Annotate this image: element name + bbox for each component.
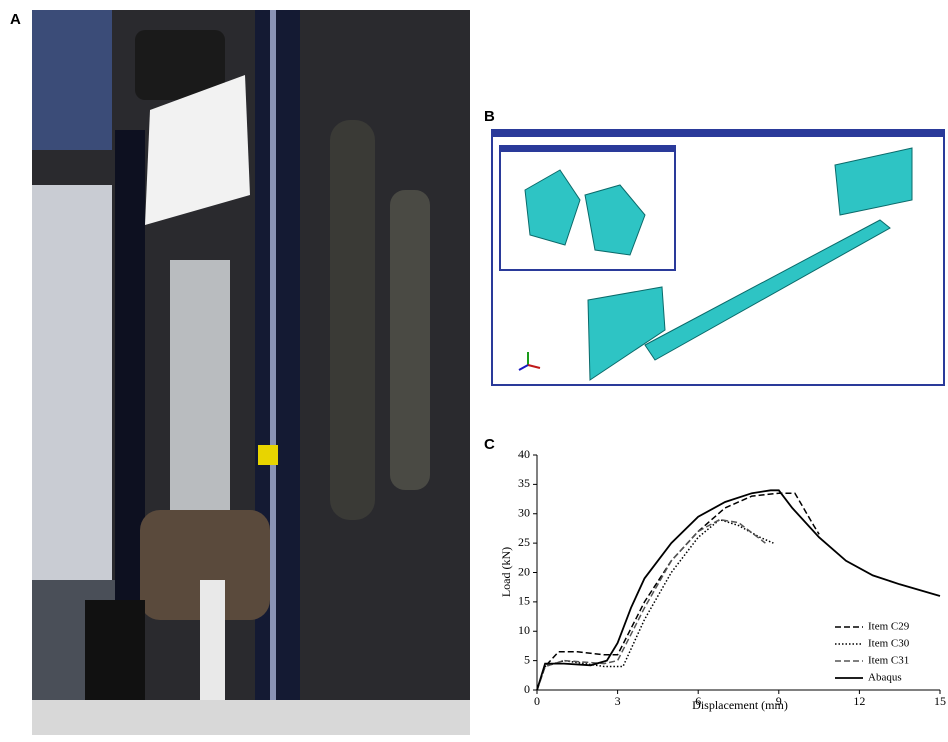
y-tick-label: 35 (518, 476, 530, 490)
chart: Displacement (mm) Load (kN) 051015202530… (499, 447, 946, 712)
legend-label: Item C30 (868, 638, 910, 650)
photo (32, 10, 470, 735)
x-axis-label: Displacement (mm) (692, 698, 788, 712)
y-tick-label: 40 (518, 447, 530, 461)
x-tick-label: 15 (934, 694, 946, 708)
y-tick-label: 30 (518, 506, 530, 520)
figure-canvas: A B C Displacement (mm) (0, 0, 948, 742)
x-tick-label: 12 (853, 694, 865, 708)
y-tick-label: 20 (518, 564, 530, 578)
y-tick-label: 10 (518, 623, 530, 637)
y-tick-label: 5 (524, 652, 530, 666)
x-tick-label: 9 (776, 694, 782, 708)
y-tick-label: 15 (518, 594, 530, 608)
figure: A B C Displacement (mm) (0, 0, 948, 742)
panel-label: A (10, 11, 21, 28)
line-series (537, 493, 819, 690)
x-tick-label: 6 (695, 694, 701, 708)
panel-label: B (484, 108, 495, 125)
y-tick-label: 25 (518, 535, 530, 549)
panel-label: C (484, 436, 495, 453)
legend-label: Abaqus (868, 672, 902, 684)
x-tick-label: 0 (534, 694, 540, 708)
legend-label: Item C31 (868, 655, 909, 667)
legend-label: Item C29 (868, 621, 910, 633)
fe-model (492, 130, 944, 385)
x-tick-label: 3 (615, 694, 621, 708)
y-tick-label: 0 (524, 682, 530, 696)
y-axis-label: Load (kN) (499, 547, 513, 597)
